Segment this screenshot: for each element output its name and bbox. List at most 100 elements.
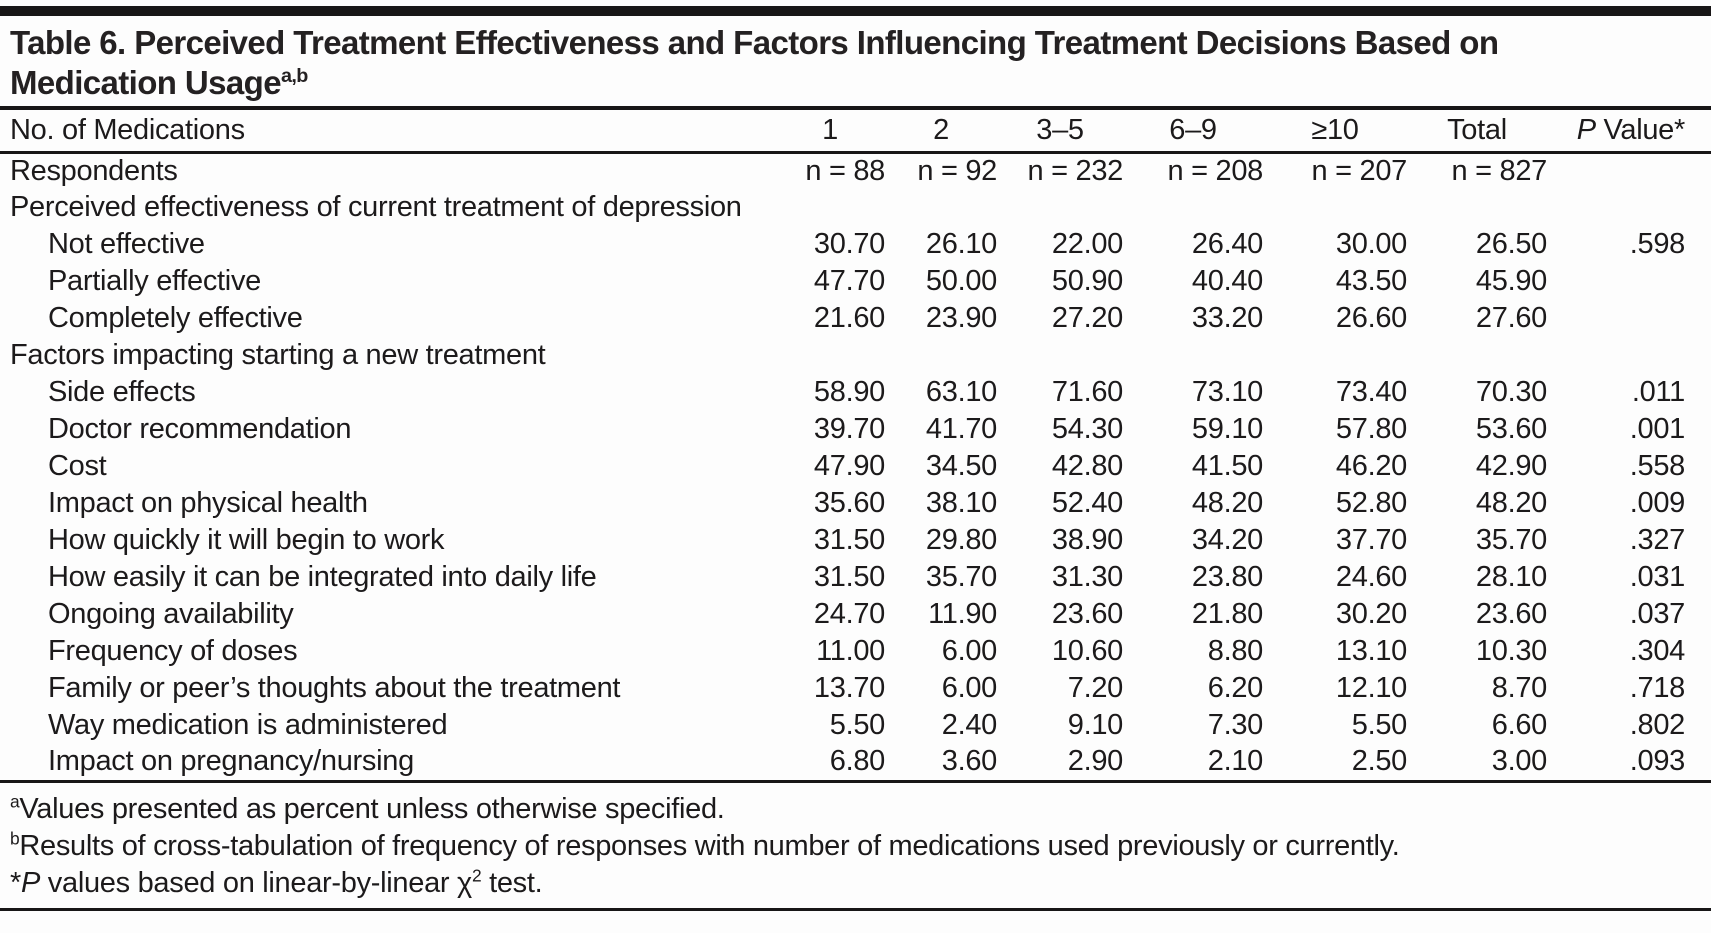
- value-cell: 50.00: [925, 265, 997, 297]
- row-label: Completely effective: [48, 302, 303, 334]
- header-label: No. of Medications: [10, 113, 245, 146]
- footnote-star-text-end: test.: [481, 866, 543, 899]
- footnote-b-marker: b: [10, 827, 20, 848]
- value-cell: 26.40: [1191, 228, 1263, 260]
- value-cell: 63.10: [925, 376, 997, 408]
- header-col-total: Total: [1447, 113, 1507, 146]
- table-title-footnote-marks: a,b: [280, 65, 308, 87]
- value-cell: 48.20: [1475, 487, 1547, 519]
- row-label: Partially effective: [48, 265, 261, 297]
- value-cell: 42.80: [1051, 450, 1123, 482]
- section-header-row: Perceived effectiveness of current treat…: [0, 189, 1711, 226]
- p-value-cell: .304: [1629, 635, 1686, 667]
- footnote-star-text: values based on linear-by-linear χ: [40, 866, 472, 899]
- p-value-cell: .009: [1629, 487, 1686, 519]
- value-cell: 13.70: [813, 672, 885, 704]
- value-cell: 46.20: [1335, 450, 1407, 482]
- value-cell: 22.00: [1051, 228, 1123, 260]
- page: Table 6. Perceived Treatment Effectivene…: [0, 6, 1711, 911]
- value-cell: 6.80: [829, 745, 885, 778]
- row-label: Doctor recommendation: [48, 413, 352, 445]
- value-cell: 27.20: [1051, 302, 1123, 334]
- value-cell: 2.40: [941, 709, 997, 741]
- value-cell: 6.60: [1491, 709, 1547, 741]
- value-cell: 6.00: [941, 672, 997, 704]
- table-row: Family or peer’s thoughts about the trea…: [0, 670, 1711, 707]
- row-label: Not effective: [48, 228, 205, 260]
- value-cell: 6.00: [941, 635, 997, 667]
- value-cell: 31.50: [813, 561, 885, 593]
- value-cell: 6.20: [1207, 672, 1263, 704]
- value-cell: 58.90: [813, 376, 885, 408]
- value-cell: 21.80: [1191, 598, 1263, 630]
- table-row: Frequency of doses 11.00 6.00 10.60 8.80 13.1…: [0, 633, 1711, 670]
- row-label: Side effects: [48, 376, 196, 408]
- value-cell: 30.00: [1335, 228, 1407, 260]
- row-label-respondents: Respondents: [10, 154, 178, 187]
- value-cell: 3.60: [941, 745, 997, 778]
- value-cell: 54.30: [1051, 413, 1123, 445]
- row-label: Way medication is administered: [48, 709, 448, 741]
- respondents-row: Respondents n = 88 n = 92 n = 232 n = 20…: [0, 152, 1711, 189]
- value-cell: 8.80: [1207, 635, 1263, 667]
- value-cell: 47.90: [813, 450, 885, 482]
- value-cell: 3.00: [1491, 745, 1547, 778]
- value-cell: 50.90: [1051, 265, 1123, 297]
- value-cell: 41.50: [1191, 450, 1263, 482]
- table-title: Table 6. Perceived Treatment Effectivene…: [10, 23, 1701, 103]
- value-cell: 38.90: [1051, 524, 1123, 556]
- top-rule: [0, 6, 1711, 16]
- value-cell: 23.90: [925, 302, 997, 334]
- value-cell: 59.10: [1191, 413, 1263, 445]
- value-cell: 29.80: [925, 524, 997, 556]
- footnote-a-marker: a: [10, 790, 20, 811]
- p-value-cell: .802: [1629, 709, 1686, 741]
- table-row: Completely effective 21.60 23.90 27.20 33.20…: [0, 300, 1711, 337]
- header-col-ge10: ≥10: [1311, 113, 1359, 146]
- value-cell: 33.20: [1191, 302, 1263, 334]
- value-cell: 2.50: [1351, 745, 1407, 778]
- table-row: Ongoing availability 24.70 11.90 23.60 21.80…: [0, 596, 1711, 633]
- value-cell: 7.30: [1207, 709, 1263, 741]
- value-cell: 73.40: [1335, 376, 1407, 408]
- respondents-n-3-5: n = 232: [1027, 154, 1123, 187]
- section-header: Perceived effectiveness of current treat…: [10, 191, 742, 223]
- value-cell: 5.50: [829, 709, 885, 741]
- table-row: Way medication is administered 5.50 2.40 9.…: [0, 707, 1711, 744]
- value-cell: 52.40: [1051, 487, 1123, 519]
- value-cell: 37.70: [1335, 524, 1407, 556]
- table-title-line2-text: Medication Usage: [10, 64, 282, 101]
- p-rest: Value*: [1595, 113, 1685, 146]
- header-col-3-5: 3–5: [1036, 113, 1084, 146]
- value-cell: 57.80: [1335, 413, 1407, 445]
- table-row: Doctor recommendation 39.70 41.70 54.30 59.1…: [0, 411, 1711, 448]
- p-value-cell: .011: [1631, 376, 1685, 408]
- value-cell: 39.70: [813, 413, 885, 445]
- footnote-b: bResults of cross-tabulation of frequenc…: [10, 828, 1701, 865]
- header-row: No. of Medications 1 2 3–5 6–9 ≥10 Total…: [0, 108, 1711, 152]
- value-cell: 30.20: [1335, 598, 1407, 630]
- footnote-star-p: P: [21, 866, 41, 899]
- footnote-a: aValues presented as percent unless othe…: [10, 791, 1701, 828]
- value-cell: 35.60: [813, 487, 885, 519]
- value-cell: 23.80: [1191, 561, 1263, 593]
- row-label: Family or peer’s thoughts about the trea…: [48, 672, 621, 704]
- table-row: Partially effective 47.70 50.00 50.90 40.40 4…: [0, 263, 1711, 300]
- value-cell: 2.10: [1207, 745, 1263, 778]
- data-table: No. of Medications 1 2 3–5 6–9 ≥10 Total…: [0, 106, 1711, 783]
- value-cell: 73.10: [1191, 376, 1263, 408]
- value-cell: 10.30: [1475, 635, 1547, 667]
- value-cell: 9.10: [1067, 709, 1123, 741]
- value-cell: 8.70: [1491, 672, 1547, 704]
- table-title-line1: Table 6. Perceived Treatment Effectivene…: [10, 24, 1499, 61]
- value-cell: 70.30: [1475, 376, 1547, 408]
- p-value-cell: .031: [1629, 561, 1686, 593]
- value-cell: 35.70: [925, 561, 997, 593]
- footnote-star-marker: *: [10, 866, 21, 899]
- table-row: How easily it can be integrated into dai…: [0, 559, 1711, 596]
- respondents-n-6-9: n = 208: [1167, 154, 1263, 187]
- table-title-line2: Medication Usagea,b: [10, 63, 1701, 103]
- value-cell: 27.60: [1475, 302, 1547, 334]
- p-value-cell: .037: [1629, 598, 1686, 630]
- value-cell: 21.60: [813, 302, 885, 334]
